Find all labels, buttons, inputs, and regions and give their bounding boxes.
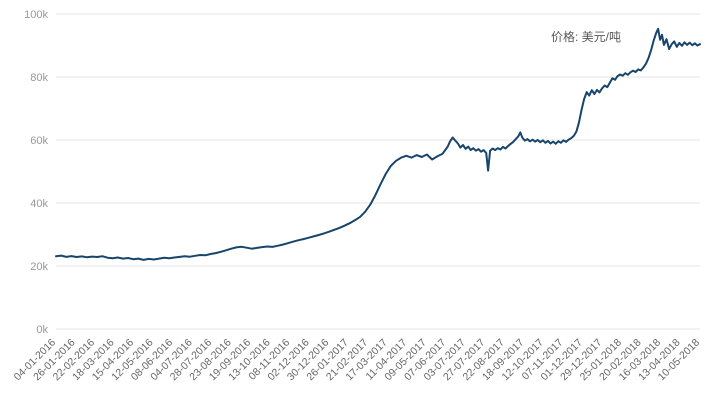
- y-axis-label: 20k: [30, 261, 48, 273]
- y-axis-label: 0k: [36, 324, 48, 336]
- series-unit-label: 价格: 美元/吨: [551, 30, 622, 44]
- y-axis-label: 100k: [24, 9, 48, 21]
- y-axis-label: 40k: [30, 198, 48, 210]
- y-axis-label: 80k: [30, 72, 48, 84]
- y-axis-label: 60k: [30, 135, 48, 147]
- price-line-series[interactable]: [55, 27, 701, 261]
